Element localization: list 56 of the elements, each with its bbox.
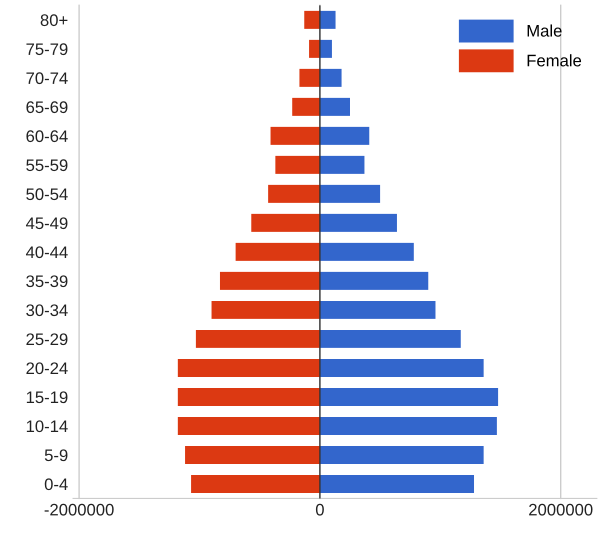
y-tick-label: 70-74	[26, 72, 68, 84]
bar	[320, 416, 497, 435]
bar	[320, 10, 336, 29]
bar	[191, 474, 320, 493]
bar	[304, 10, 320, 29]
bar	[236, 242, 320, 261]
bar	[320, 300, 436, 319]
bar	[320, 156, 364, 174]
bar	[268, 184, 320, 203]
bar	[196, 330, 320, 348]
y-tick-label: 60-64	[26, 130, 68, 142]
y-tick-label: 10-14	[26, 420, 68, 432]
bar	[270, 126, 320, 145]
y-tick-label: 55-59	[26, 159, 68, 172]
y-tick-label: 35-39	[26, 275, 68, 288]
bar	[309, 40, 320, 58]
bar	[320, 98, 350, 116]
bar	[292, 98, 320, 116]
y-tick-label: 50-54	[26, 188, 68, 200]
bar	[320, 242, 414, 261]
bar	[320, 184, 380, 203]
x-tick-label: 0	[316, 504, 324, 516]
bar	[212, 300, 320, 319]
bar	[320, 388, 498, 406]
bar	[320, 126, 370, 145]
bar	[320, 214, 397, 232]
y-tick-label: 5-9	[44, 449, 68, 462]
legend-label: Female	[528, 54, 582, 66]
y-tick-label: 30-34	[26, 304, 68, 316]
bar	[275, 156, 320, 174]
y-tick-label: 15-19	[26, 391, 68, 404]
y-tick-label: 80+	[40, 14, 68, 26]
y-tick-label: 25-29	[26, 333, 68, 346]
bar	[320, 40, 332, 58]
x-tick-label: 2000000	[529, 504, 592, 516]
bar	[178, 388, 320, 406]
bar	[320, 272, 428, 290]
bar	[320, 68, 342, 87]
bar	[320, 446, 484, 464]
y-tick-label: 45-49	[26, 217, 68, 230]
bar	[185, 446, 320, 464]
y-tick-label: 40-44	[26, 246, 68, 258]
bar	[220, 272, 320, 290]
bar	[251, 214, 320, 232]
bar	[178, 358, 320, 377]
bar	[320, 358, 484, 377]
y-tick-label: 75-79	[26, 43, 68, 56]
y-tick-label: 0-4	[44, 478, 68, 490]
bar	[299, 68, 320, 87]
legend-label: Male	[528, 24, 562, 37]
y-tick-label: 20-24	[26, 362, 68, 374]
x-tick-label: -2000000	[44, 504, 114, 516]
bar	[320, 474, 474, 493]
bar	[320, 330, 461, 348]
bar	[178, 416, 320, 435]
y-tick-label: 65-69	[26, 101, 68, 114]
